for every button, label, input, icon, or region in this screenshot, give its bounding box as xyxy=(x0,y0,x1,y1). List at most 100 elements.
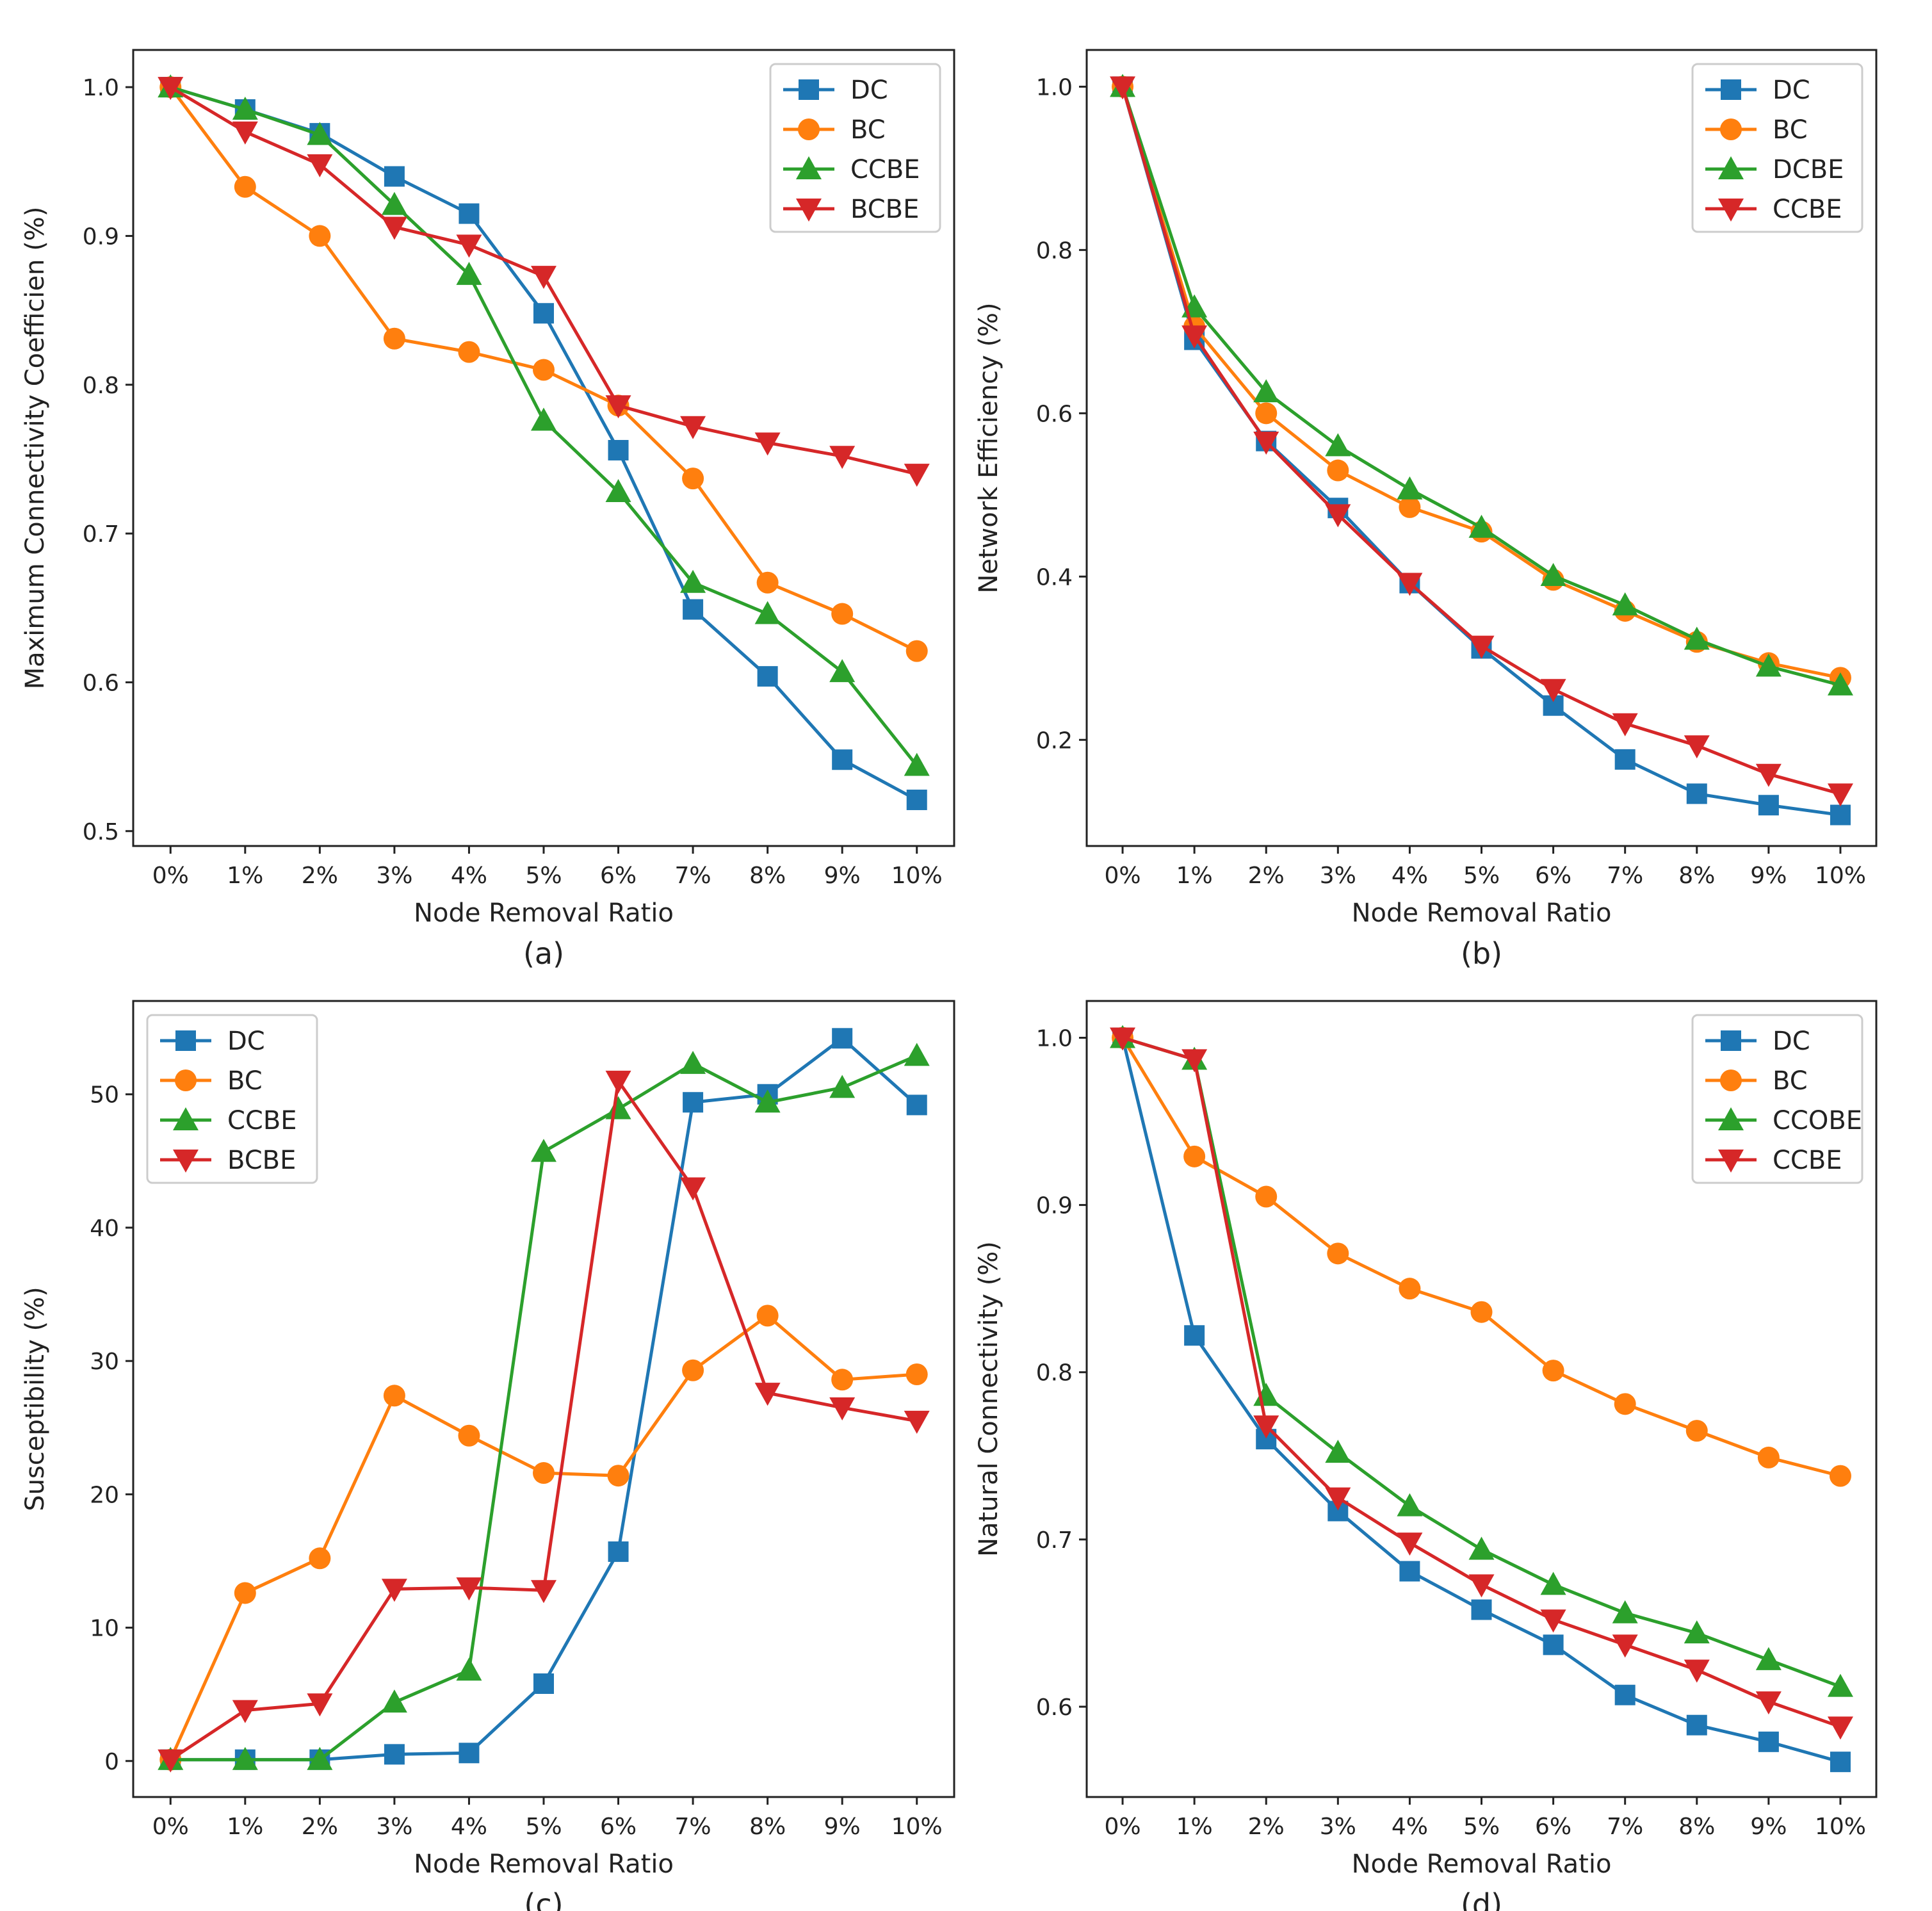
data-point xyxy=(1758,1731,1779,1752)
x-tick-label: 5% xyxy=(1463,863,1500,889)
y-axis-label: Natural Connectivity (%) xyxy=(974,1241,1003,1557)
x-tick-label: 6% xyxy=(1535,863,1571,889)
x-tick-label: 9% xyxy=(824,1814,861,1840)
y-tick-label: 0.4 xyxy=(1036,564,1073,590)
data-point xyxy=(383,327,405,350)
data-point xyxy=(456,1577,482,1601)
y-tick-label: 10 xyxy=(90,1616,119,1642)
x-tick-label: 1% xyxy=(1176,863,1213,889)
x-axis-label: Node Removal Ratio xyxy=(1352,899,1612,928)
x-tick-label: 8% xyxy=(1678,1814,1715,1840)
legend-swatch-marker xyxy=(175,1069,197,1091)
legend-swatch-marker xyxy=(173,1150,199,1173)
legend-swatch-marker xyxy=(173,1107,199,1130)
data-point xyxy=(754,432,781,456)
data-point xyxy=(904,464,930,487)
x-tick-label: 3% xyxy=(376,1814,412,1840)
legend-box xyxy=(146,1014,318,1184)
data-point xyxy=(905,1363,928,1385)
data-point xyxy=(533,359,555,381)
data-point xyxy=(307,122,333,145)
x-tick-label: 2% xyxy=(1248,1814,1285,1840)
data-point xyxy=(1399,1278,1421,1300)
data-point xyxy=(1397,476,1423,500)
data-point xyxy=(1827,1716,1853,1740)
series-dc xyxy=(1112,1027,1851,1773)
y-tick-label: 0.8 xyxy=(1036,1360,1073,1386)
legend-swatch-marker xyxy=(796,199,822,222)
data-point xyxy=(456,261,482,285)
data-point xyxy=(605,479,631,503)
data-point xyxy=(1184,1325,1205,1346)
x-tick-label: 3% xyxy=(376,863,412,889)
x-tick-label: 6% xyxy=(600,863,637,889)
series-ccbe xyxy=(1110,1027,1853,1740)
x-tick-label: 4% xyxy=(451,1814,487,1840)
data-point xyxy=(1468,514,1495,538)
data-point xyxy=(1612,592,1638,615)
data-point xyxy=(682,1359,704,1381)
data-point xyxy=(531,266,556,289)
data-point xyxy=(1614,1684,1636,1705)
panel-caption: (d) xyxy=(1461,1887,1502,1911)
legend-swatch-marker xyxy=(1720,118,1742,140)
data-point xyxy=(158,1749,184,1773)
x-tick-label: 7% xyxy=(1607,1814,1643,1840)
data-point xyxy=(533,1673,554,1695)
legend-swatch-marker xyxy=(799,79,819,100)
panel-d: 0% 1% 2% 3% 4% 5% 6% 7% 8% 9% 10% 0.6 0.7 0.8 0.9 1.0 No… xyxy=(974,1000,1878,1911)
x-tick-label: 2% xyxy=(302,1814,338,1840)
data-point xyxy=(1397,573,1423,596)
legend-swatch-marker xyxy=(1718,1107,1744,1130)
data-point xyxy=(1110,76,1136,100)
legend-swatch-marker xyxy=(798,118,820,140)
data-point xyxy=(383,1385,405,1407)
data-point xyxy=(906,1094,927,1116)
data-point xyxy=(831,603,854,625)
data-point xyxy=(1255,402,1278,425)
y-axis-label: Maximum Connectivity Coefficien (%) xyxy=(20,207,50,690)
legend-box xyxy=(1691,1014,1863,1184)
data-point xyxy=(1830,1752,1851,1773)
y-tick-label: 30 xyxy=(90,1349,119,1375)
data-point xyxy=(1755,763,1782,787)
x-tick-label: 0% xyxy=(152,863,189,889)
legend-label: CCOBE xyxy=(1773,1106,1862,1135)
data-point xyxy=(680,569,706,593)
data-point xyxy=(683,1092,704,1113)
x-tick-label: 9% xyxy=(1750,863,1787,889)
legend: DC BC CCBE BCBE xyxy=(146,1014,318,1184)
data-point xyxy=(605,1070,631,1094)
legend-label: BCBE xyxy=(850,195,919,224)
legend-label: DC xyxy=(227,1027,265,1056)
data-point xyxy=(1758,795,1779,816)
data-point xyxy=(381,1689,407,1713)
data-point xyxy=(1540,1609,1566,1633)
legend-label: DC xyxy=(1773,76,1810,105)
panel-c: 0% 1% 2% 3% 4% 5% 6% 7% 8% 9% 10% 0 10 20 30 40 50 Node R… xyxy=(20,1000,955,1911)
x-axis-label: Node Removal Ratio xyxy=(1352,1850,1612,1879)
data-point xyxy=(1181,1049,1208,1073)
data-point xyxy=(1397,1493,1423,1517)
legend: DC BC DCBE CCBE xyxy=(1691,63,1863,233)
legend-swatch-marker xyxy=(1721,79,1741,100)
data-point xyxy=(683,599,704,620)
y-tick-label: 0.6 xyxy=(1036,401,1073,427)
data-point xyxy=(1540,1572,1566,1595)
data-point xyxy=(309,1547,331,1570)
data-point xyxy=(1471,1599,1492,1620)
data-point xyxy=(1757,1446,1780,1468)
data-point xyxy=(754,601,781,624)
data-point xyxy=(381,191,407,215)
series-ccbe xyxy=(1110,76,1853,807)
y-tick-label: 0.7 xyxy=(1036,1527,1073,1554)
data-point xyxy=(1542,1360,1564,1382)
data-point xyxy=(1468,635,1495,659)
data-point xyxy=(1468,1536,1495,1560)
legend-swatch-marker xyxy=(1721,1030,1741,1051)
data-point xyxy=(904,752,930,776)
data-point xyxy=(533,303,554,324)
y-tick-label: 40 xyxy=(90,1216,119,1242)
data-point xyxy=(533,1462,555,1484)
data-point xyxy=(1827,672,1853,695)
